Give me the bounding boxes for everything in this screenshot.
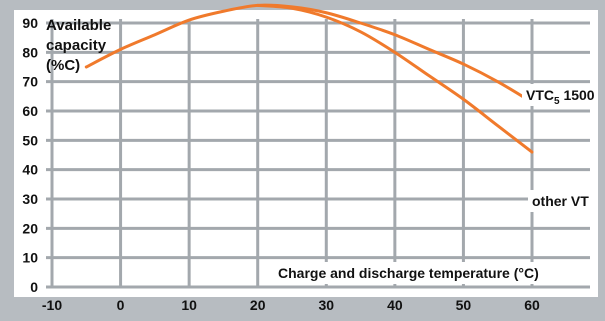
x-axis-title-bg — [272, 262, 590, 284]
x-tick-label: 40 — [387, 297, 403, 313]
y-axis-label-line-3: (%C) — [46, 57, 80, 74]
plot-area — [14, 10, 598, 297]
x-tick-label: -10 — [42, 297, 62, 313]
y-axis-label: Available capacity (%C) — [46, 17, 111, 74]
y-tick-label: 90 — [22, 15, 38, 31]
series-label-other-bg — [528, 190, 592, 212]
series-line-other-vt — [256, 3, 534, 154]
x-tick-label: 10 — [181, 297, 197, 313]
series-label-vtc-text: VTC5 1500 — [526, 87, 595, 107]
y-tick-label: 70 — [22, 74, 38, 90]
y-tick-label: 50 — [22, 132, 38, 148]
x-tick-label: 20 — [250, 297, 266, 313]
series-label-other-text: other VT — [532, 193, 589, 209]
y-tick-label: 40 — [22, 162, 38, 178]
series-label-vtc-bg — [522, 84, 592, 106]
y-tick-label: 30 — [22, 191, 38, 207]
y-tick-label: 20 — [22, 220, 38, 236]
y-axis-label-line-1: Available — [46, 17, 111, 34]
series-label-other: other VT — [528, 190, 592, 212]
x-tick-label: 0 — [117, 297, 125, 313]
y-axis-label-line-2: capacity — [46, 37, 107, 54]
series-lines — [84, 3, 534, 154]
y-tick-label: 0 — [30, 279, 38, 295]
y-tick-label: 10 — [22, 250, 38, 266]
y-tick-label: 60 — [22, 103, 38, 119]
x-tick-label: 30 — [318, 297, 334, 313]
y-tick-label: 80 — [22, 44, 38, 60]
x-tick-label: 60 — [524, 297, 540, 313]
x-axis-title: Charge and discharge temperature (°C) — [272, 262, 590, 284]
series-line-vtc-1500 — [84, 3, 534, 104]
series-label-vtc: VTC5 1500 — [522, 84, 595, 107]
x-tick-label: 50 — [456, 297, 472, 313]
x-axis-title-text: Charge and discharge temperature (°C) — [278, 265, 539, 281]
